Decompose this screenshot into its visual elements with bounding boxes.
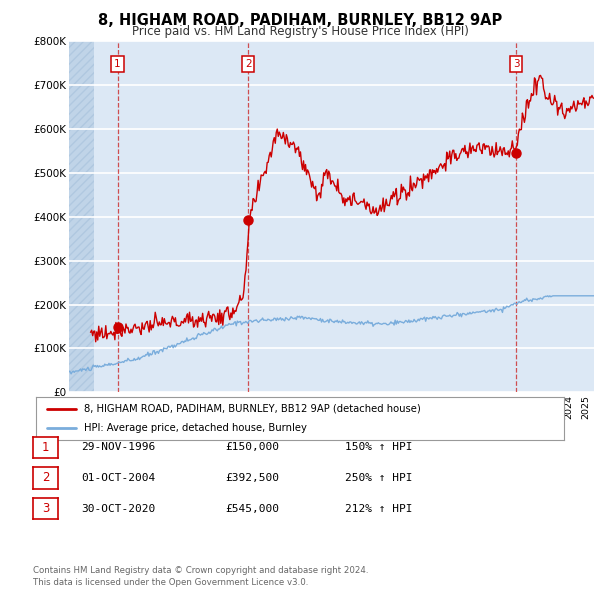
Text: £150,000: £150,000: [225, 442, 279, 452]
Text: 2: 2: [42, 471, 49, 484]
Text: 2: 2: [245, 59, 251, 69]
Text: Price paid vs. HM Land Registry's House Price Index (HPI): Price paid vs. HM Land Registry's House …: [131, 25, 469, 38]
Text: 29-NOV-1996: 29-NOV-1996: [81, 442, 155, 452]
Text: 3: 3: [42, 502, 49, 515]
Text: £392,500: £392,500: [225, 473, 279, 483]
Text: 8, HIGHAM ROAD, PADIHAM, BURNLEY, BB12 9AP (detached house): 8, HIGHAM ROAD, PADIHAM, BURNLEY, BB12 9…: [83, 404, 420, 414]
Text: £545,000: £545,000: [225, 504, 279, 513]
Text: 1: 1: [114, 59, 121, 69]
Text: 30-OCT-2020: 30-OCT-2020: [81, 504, 155, 513]
Text: 250% ↑ HPI: 250% ↑ HPI: [345, 473, 413, 483]
Bar: [69, 41, 94, 392]
Text: 01-OCT-2004: 01-OCT-2004: [81, 473, 155, 483]
Text: Contains HM Land Registry data © Crown copyright and database right 2024.
This d: Contains HM Land Registry data © Crown c…: [33, 566, 368, 587]
Text: 8, HIGHAM ROAD, PADIHAM, BURNLEY, BB12 9AP: 8, HIGHAM ROAD, PADIHAM, BURNLEY, BB12 9…: [98, 13, 502, 28]
Text: 3: 3: [513, 59, 520, 69]
Text: 212% ↑ HPI: 212% ↑ HPI: [345, 504, 413, 513]
Text: 1: 1: [42, 441, 49, 454]
Text: HPI: Average price, detached house, Burnley: HPI: Average price, detached house, Burn…: [83, 423, 307, 433]
Text: 150% ↑ HPI: 150% ↑ HPI: [345, 442, 413, 452]
